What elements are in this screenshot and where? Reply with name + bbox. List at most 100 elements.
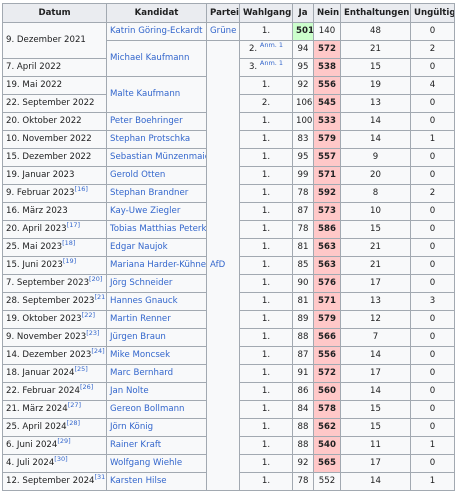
candidate-cell: Martin Renner: [106, 310, 207, 329]
round-cell: 2.: [239, 94, 293, 113]
yes-votes: 78: [292, 184, 314, 203]
date: 18. Januar 2024: [6, 368, 75, 378]
candidate-link[interactable]: Mariana Harder-Kühnel: [110, 260, 207, 270]
candidate-link[interactable]: Sebastian Münzenmaier: [110, 152, 207, 162]
yes-votes: 83: [292, 130, 314, 149]
yes-votes: 87: [292, 202, 314, 221]
party-link[interactable]: Grüne: [210, 26, 237, 36]
round-cell: 1.: [239, 328, 293, 347]
date-cell: 15. Dezember 2022: [2, 148, 107, 167]
table-row: 7. April 2022 3. Anm. 1 95 538 15 0: [2, 58, 455, 77]
candidate-link[interactable]: Gerold Otten: [110, 170, 166, 180]
reference: [18]: [62, 239, 76, 248]
round-cell: 1.: [239, 202, 293, 221]
round: 1.: [261, 422, 271, 432]
table-row: 22. Februar 2024[26] Jan Nolte 1. 86 560 14 0: [2, 382, 455, 401]
table-body: 9. Dezember 2021 Katrin Göring-Eckardt Grü…: [2, 22, 455, 491]
round-cell: 1.: [239, 400, 293, 419]
invalid-votes: 0: [410, 112, 455, 131]
date-cell: 20. Oktober 2022: [2, 112, 107, 131]
abstentions: 17: [340, 364, 411, 383]
round-cell: 1.: [239, 130, 293, 149]
invalid-votes: 0: [410, 418, 455, 437]
table-row: 18. Januar 2024[25] Marc Bernhard 1. 91 572 1…: [2, 364, 455, 383]
candidate-link[interactable]: Edgar Naujok: [110, 242, 168, 252]
date: 22. September 2022: [6, 98, 95, 108]
table-row: 10. November 2022 Stephan Protschka 1. 83 57…: [2, 130, 455, 149]
candidate-cell: Kay-Uwe Ziegler: [106, 202, 207, 221]
abstentions: 13: [340, 292, 411, 311]
table-row: 22. September 2022 2. 106 545 13 0: [2, 94, 455, 113]
date: 28. September 2023: [6, 296, 95, 306]
invalid-votes: 0: [410, 274, 455, 293]
candidate-link[interactable]: Michael Kaufmann: [110, 53, 190, 63]
candidate-link[interactable]: Tobias Matthias Peterka: [110, 224, 207, 234]
round-cell: 1.: [239, 112, 293, 131]
reference: [24]: [91, 347, 105, 356]
date-cell: 15. Juni 2023[19]: [2, 256, 107, 275]
round: 1.: [261, 188, 271, 198]
round: 1.: [261, 242, 271, 252]
candidate-cell: Karsten Hilse: [106, 472, 207, 491]
table-row: 9. Dezember 2021 Katrin Göring-Eckardt Grü…: [2, 22, 455, 59]
abstentions: 19: [340, 76, 411, 95]
candidate-link[interactable]: Martin Renner: [110, 314, 171, 324]
candidate-link[interactable]: Jörg Schneider: [110, 278, 173, 288]
candidate-link[interactable]: Stephan Protschka: [110, 134, 191, 144]
party-link[interactable]: AfD: [210, 260, 226, 270]
candidate-link[interactable]: Jörn König: [110, 422, 154, 432]
date: 21. März 2024: [6, 404, 68, 414]
invalid-votes: 0: [410, 166, 455, 185]
candidate-link[interactable]: Mike Moncsek: [110, 350, 171, 360]
table-row: 9. Februar 2023[16] Stephan Brandner 1. 78 5…: [2, 184, 455, 203]
candidate-link[interactable]: Hannes Gnauck: [110, 296, 178, 306]
candidate-link[interactable]: Katrin Göring-Eckardt: [110, 26, 203, 36]
candidate-link[interactable]: Malte Kaufmann: [110, 89, 181, 99]
round-cell: 1.: [239, 292, 293, 311]
abstentions: 9: [340, 148, 411, 167]
date-cell: 12. September 2024[31]: [2, 472, 107, 491]
invalid-votes: 0: [410, 256, 455, 275]
invalid-votes: 0: [410, 22, 455, 41]
candidate-link[interactable]: Jan Nolte: [110, 386, 149, 396]
abstentions: 14: [340, 346, 411, 365]
round-cell: 1.: [239, 184, 293, 203]
abstentions: 15: [340, 418, 411, 437]
candidate-link[interactable]: Kay-Uwe Ziegler: [110, 206, 181, 216]
reference: [30]: [54, 455, 68, 464]
reference: [27]: [67, 401, 82, 410]
candidate-link[interactable]: Stephan Brandner: [110, 188, 189, 198]
abstentions: 14: [340, 382, 411, 401]
no-votes: 538: [313, 58, 341, 77]
round-cell: 1.: [239, 472, 293, 491]
candidate-link[interactable]: Rainer Kraft: [110, 440, 162, 450]
candidate-link[interactable]: Gereon Bollmann: [110, 404, 185, 414]
yes-votes: 88: [292, 418, 314, 437]
yes-votes: 88: [292, 436, 314, 455]
no-votes: 572: [313, 364, 341, 383]
date: 4. Juli 2024: [6, 458, 55, 468]
candidate-cell: Malte Kaufmann: [106, 76, 207, 113]
candidate-link[interactable]: Karsten Hilse: [110, 476, 167, 486]
date: 16. März 2023: [6, 206, 68, 216]
date-cell: 25. April 2024[28]: [2, 418, 107, 437]
date: 10. November 2022: [6, 134, 92, 144]
yes-votes: 88: [292, 328, 314, 347]
no-votes: 565: [313, 454, 341, 473]
candidate-cell: Sebastian Münzenmaier: [106, 148, 207, 167]
round: 1.: [261, 134, 271, 144]
date-cell: 7. September 2023[20]: [2, 274, 107, 293]
candidate-link[interactable]: Wolfgang Wiehle: [110, 458, 183, 468]
abstentions: 14: [340, 112, 411, 131]
candidate-link[interactable]: Marc Bernhard: [110, 368, 174, 378]
date-cell: 7. April 2022: [2, 58, 107, 77]
reference: [22]: [81, 311, 95, 320]
date-cell: 4. Juli 2024[30]: [2, 454, 107, 473]
candidate-link[interactable]: Peter Boehringer: [110, 116, 183, 126]
party-cell: AfD: [206, 40, 240, 491]
yes-votes: 100: [292, 112, 314, 131]
candidate-link[interactable]: Jürgen Braun: [110, 332, 166, 342]
round-cell: 1.: [239, 364, 293, 383]
invalid-votes: 1: [410, 436, 455, 455]
